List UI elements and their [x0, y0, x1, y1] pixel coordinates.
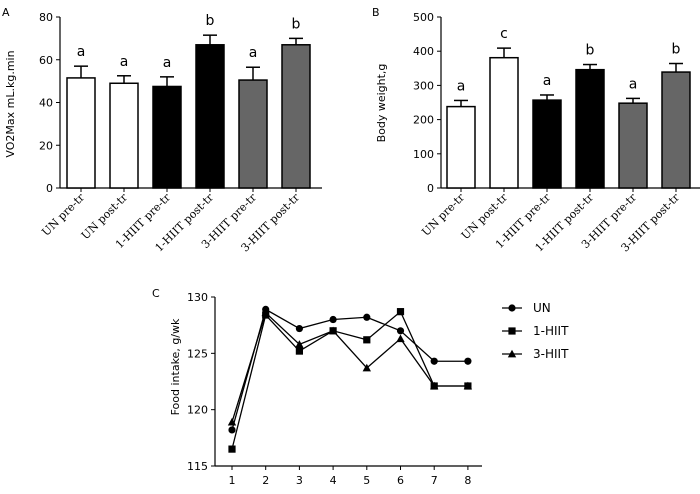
data-point-circle — [228, 426, 236, 434]
data-point-square — [396, 308, 405, 316]
significance-letter: a — [543, 73, 552, 89]
y-tick-label: 400 — [413, 45, 434, 58]
series-line-3-hiit — [231, 311, 468, 423]
x-tick-label: 2 — [262, 474, 269, 487]
bar — [238, 79, 268, 189]
significance-letter: a — [629, 76, 638, 92]
panel-b-y-axis-title: Body weight,g — [375, 64, 388, 143]
bar — [281, 44, 311, 189]
bar — [446, 105, 476, 189]
bar — [489, 56, 519, 189]
bar — [109, 82, 139, 189]
data-point-circle — [329, 315, 337, 324]
panel-c-y-axis-title: Food intake, g/wk — [169, 318, 182, 415]
data-point-circle — [430, 357, 438, 365]
bar — [618, 102, 648, 189]
data-point-triangle — [463, 381, 473, 390]
data-point-triangle — [295, 340, 304, 348]
y-tick-label: 115 — [187, 460, 208, 473]
significance-letter: a — [163, 55, 172, 71]
data-point-triangle — [507, 349, 517, 358]
data-point-circle — [508, 304, 516, 312]
panel-a-letter: A — [2, 6, 10, 19]
panel-a-y-axis-title: VO2Max mL.kg.min — [4, 50, 17, 157]
data-point-triangle — [396, 334, 405, 343]
bar — [66, 77, 96, 189]
y-tick-label: 80 — [39, 11, 53, 24]
data-point-triangle — [328, 326, 338, 335]
legend-label: UN — [533, 301, 551, 315]
significance-letter: b — [206, 13, 215, 29]
significance-letter: b — [586, 43, 595, 59]
bar — [532, 99, 562, 189]
y-tick-label: 0 — [46, 182, 53, 195]
y-tick-label: 20 — [39, 139, 53, 152]
significance-letter: b — [292, 16, 301, 32]
y-tick-label: 60 — [39, 54, 53, 67]
y-tick-label: 500 — [413, 11, 434, 24]
y-tick-label: 300 — [413, 79, 434, 92]
y-tick-label: 120 — [187, 404, 208, 417]
x-tick-label: 6 — [397, 474, 404, 487]
y-tick-label: 130 — [187, 291, 208, 304]
significance-letter: b — [672, 42, 681, 58]
panel-c-legend: UN 1-HIIT 3-HIIT — [502, 301, 569, 361]
panel-b-letter: B — [372, 6, 380, 19]
data-point-circle — [396, 327, 405, 335]
panel-c-letter: C — [152, 287, 160, 300]
data-point-circle — [363, 313, 371, 321]
panel-c: C Food intake, g/wk 115 120 125 130 1 2 3 4 5 6 7 8… — [152, 287, 569, 487]
data-point-triangle — [362, 363, 371, 372]
data-point-square — [295, 347, 303, 355]
data-point-square — [508, 327, 516, 335]
x-tick-label: 8 — [464, 474, 471, 487]
data-point-triangle — [227, 417, 237, 426]
panel-b-bars: a c a b a b — [446, 26, 691, 189]
y-tick-label: 0 — [427, 182, 434, 195]
data-point-square — [363, 336, 371, 344]
x-tick-label: 1 — [229, 474, 236, 487]
panel-c-lines — [227, 305, 473, 453]
data-point-circle — [295, 324, 303, 333]
significance-letter: a — [120, 54, 129, 70]
series-line-un — [231, 308, 468, 431]
y-tick-label: 40 — [39, 97, 53, 110]
bar — [661, 71, 691, 189]
significance-letter: a — [77, 44, 86, 60]
x-tick-label: 3 — [296, 474, 303, 487]
bar — [195, 44, 225, 189]
legend-label: 3-HIIT — [533, 347, 569, 361]
panel-a-bars: a a a b a b — [66, 13, 311, 189]
significance-letter: a — [457, 78, 466, 94]
y-tick-label: 100 — [413, 148, 434, 161]
x-tick-label: 4 — [330, 474, 337, 487]
significance-letter: c — [500, 26, 508, 42]
significance-letter: a — [249, 45, 258, 61]
data-point-circle — [464, 357, 472, 365]
bar — [575, 68, 605, 189]
data-point-triangle — [261, 308, 270, 317]
series-line-1-hiit — [231, 310, 468, 450]
x-tick-label: 5 — [363, 474, 370, 487]
bar — [152, 85, 182, 189]
data-point-triangle — [430, 381, 439, 390]
y-tick-label: 125 — [187, 347, 208, 360]
data-point-square — [228, 445, 236, 453]
panel-c-axes: 115 120 125 130 1 2 3 4 5 6 7 8 — [187, 291, 482, 487]
x-tick-label: 7 — [431, 474, 438, 487]
legend-label: 1-HIIT — [533, 324, 569, 338]
y-tick-label: 200 — [413, 114, 434, 127]
